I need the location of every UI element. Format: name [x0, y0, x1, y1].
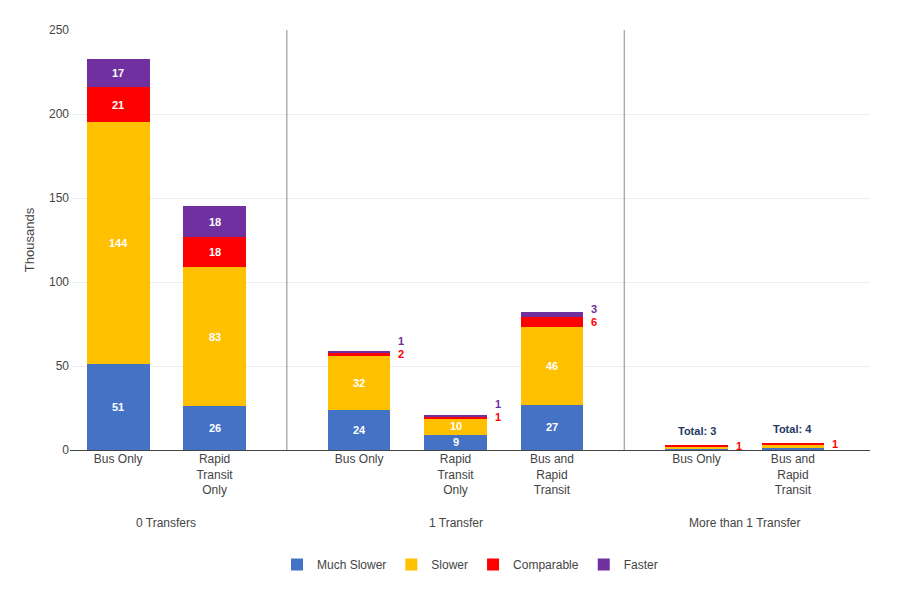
svg-text:Comparable: Comparable: [513, 558, 579, 572]
svg-text:200: 200: [49, 107, 69, 121]
svg-text:27: 27: [546, 421, 558, 433]
svg-text:150: 150: [49, 191, 69, 205]
svg-text:21: 21: [112, 99, 124, 111]
svg-text:Bus Only: Bus Only: [335, 452, 384, 466]
svg-text:17: 17: [112, 67, 124, 79]
svg-text:Total: 3: Total: 3: [678, 425, 716, 437]
svg-text:6: 6: [591, 316, 597, 328]
svg-text:10: 10: [450, 420, 462, 432]
svg-text:83: 83: [209, 331, 221, 343]
svg-text:250: 250: [49, 23, 69, 37]
svg-text:Bus Only: Bus Only: [94, 452, 143, 466]
svg-text:144: 144: [109, 237, 128, 249]
svg-text:26: 26: [209, 422, 221, 434]
svg-text:100: 100: [49, 275, 69, 289]
svg-text:Bus andRapidTransit: Bus andRapidTransit: [530, 452, 574, 497]
svg-text:Bus andRapidTransit: Bus andRapidTransit: [771, 452, 815, 497]
svg-text:50: 50: [56, 359, 70, 373]
svg-text:1: 1: [832, 438, 838, 450]
svg-text:1: 1: [398, 335, 404, 347]
svg-text:More than 1 Transfer: More than 1 Transfer: [689, 516, 800, 530]
svg-text:32: 32: [353, 377, 365, 389]
svg-text:Much Slower: Much Slower: [317, 558, 386, 572]
svg-text:9: 9: [453, 436, 459, 448]
svg-text:1 Transfer: 1 Transfer: [429, 516, 483, 530]
svg-text:RapidTransitOnly: RapidTransitOnly: [196, 452, 233, 497]
svg-text:3: 3: [591, 303, 597, 315]
svg-text:2: 2: [398, 348, 404, 360]
svg-text:51: 51: [112, 401, 124, 413]
svg-text:Faster: Faster: [624, 558, 658, 572]
svg-text:18: 18: [209, 246, 221, 258]
svg-text:1: 1: [495, 411, 501, 423]
svg-text:18: 18: [209, 216, 221, 228]
svg-text:0 Transfers: 0 Transfers: [136, 516, 196, 530]
svg-text:Total: 4: Total: 4: [773, 423, 812, 435]
svg-text:Bus Only: Bus Only: [672, 452, 721, 466]
svg-text:24: 24: [353, 424, 366, 436]
svg-text:1: 1: [495, 398, 501, 410]
svg-text:46: 46: [546, 360, 558, 372]
svg-text:Slower: Slower: [431, 558, 468, 572]
svg-text:1: 1: [736, 440, 742, 452]
svg-text:RapidTransitOnly: RapidTransitOnly: [437, 452, 474, 497]
svg-text:Thousands: Thousands: [22, 207, 37, 272]
svg-text:0: 0: [62, 443, 69, 457]
